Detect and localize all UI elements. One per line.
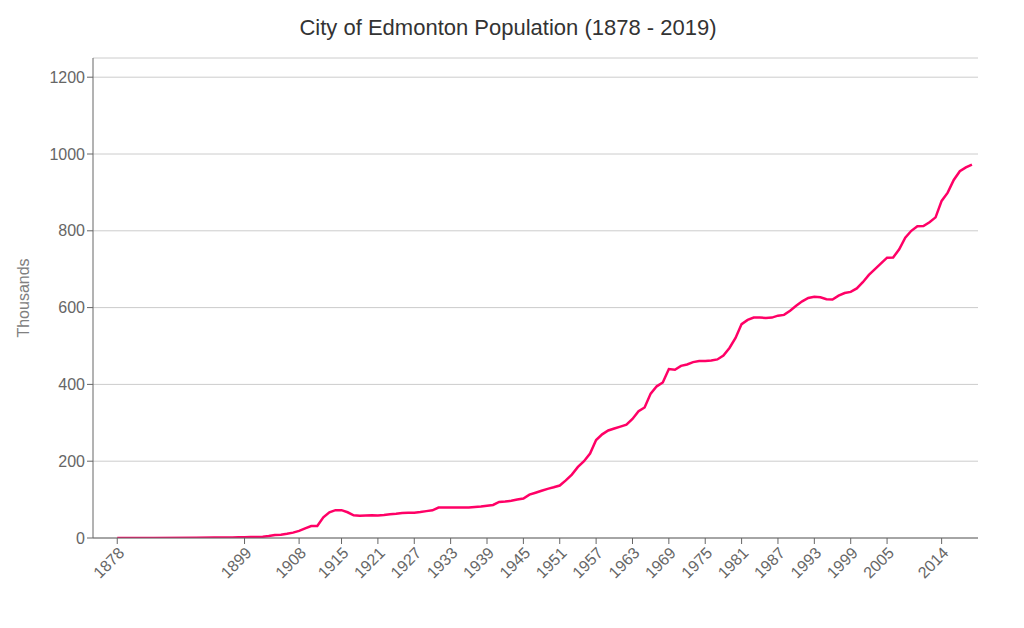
- svg-text:1933: 1933: [424, 544, 461, 581]
- svg-text:1981: 1981: [715, 544, 752, 581]
- svg-text:Thousands: Thousands: [15, 258, 32, 337]
- svg-text:1957: 1957: [569, 544, 606, 581]
- svg-text:1945: 1945: [496, 544, 533, 581]
- svg-text:800: 800: [58, 222, 85, 239]
- svg-text:1975: 1975: [678, 544, 715, 581]
- svg-text:600: 600: [58, 299, 85, 316]
- svg-text:200: 200: [58, 453, 85, 470]
- svg-text:1993: 1993: [787, 544, 824, 581]
- html-text:City of Edmonton Population (1: City of Edmonton Population (1878 - 2019…: [299, 15, 717, 40]
- svg-text:1963: 1963: [605, 544, 642, 581]
- svg-text:1969: 1969: [642, 544, 679, 581]
- svg-text:0: 0: [76, 530, 85, 547]
- svg-text:2005: 2005: [860, 544, 897, 581]
- svg-text:1878: 1878: [90, 544, 127, 581]
- svg-text:1951: 1951: [533, 544, 570, 581]
- svg-text:1899: 1899: [218, 544, 255, 581]
- svg-text:1927: 1927: [387, 544, 424, 581]
- svg-text:1908: 1908: [272, 544, 309, 581]
- svg-text:1939: 1939: [460, 544, 497, 581]
- svg-text:1000: 1000: [49, 146, 85, 163]
- svg-text:1200: 1200: [49, 69, 85, 86]
- svg-text:2014: 2014: [915, 544, 952, 581]
- svg-text:1987: 1987: [751, 544, 788, 581]
- svg-text:1915: 1915: [314, 544, 351, 581]
- svg-text:400: 400: [58, 376, 85, 393]
- svg-text:1921: 1921: [351, 544, 388, 581]
- svg-text:1999: 1999: [824, 544, 861, 581]
